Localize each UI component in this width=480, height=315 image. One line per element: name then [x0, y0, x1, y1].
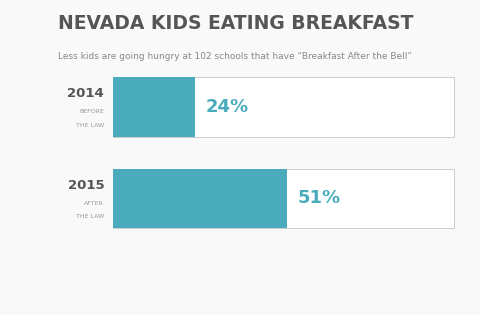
Text: 51%: 51% [297, 189, 340, 208]
Text: 2015: 2015 [68, 179, 104, 192]
Text: THE LAW: THE LAW [76, 214, 104, 219]
Text: AFTER: AFTER [84, 201, 104, 206]
Text: Less kids are going hungry at 102 schools that have “Breakfast After the Bell”: Less kids are going hungry at 102 school… [58, 52, 412, 61]
Text: 2014: 2014 [67, 88, 104, 100]
Text: NEVADA KIDS EATING BREAKFAST: NEVADA KIDS EATING BREAKFAST [58, 14, 413, 33]
Text: THE LAW: THE LAW [76, 123, 104, 128]
Text: BEFORE: BEFORE [79, 109, 104, 114]
Text: 24%: 24% [205, 98, 248, 116]
